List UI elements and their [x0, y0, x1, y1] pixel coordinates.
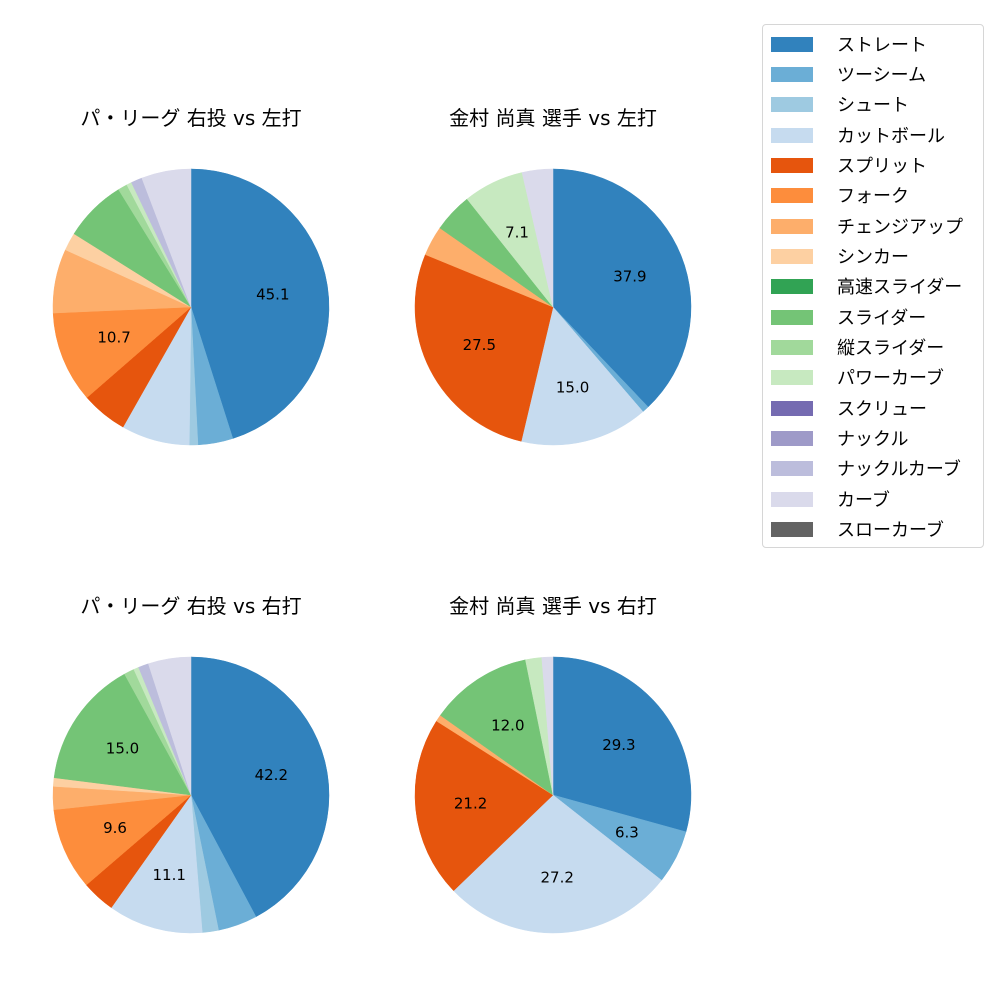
- legend-item: ナックルカーブ: [771, 453, 961, 483]
- pie-slice: [440, 659, 554, 796]
- chart-title-kanemura-vs-lhb: 金村 尚真 選手 vs 左打: [449, 106, 657, 130]
- legend-item: ナックル: [771, 423, 908, 453]
- legend-label: カーブ: [837, 490, 890, 511]
- slice-value-label: 27.2: [540, 869, 573, 887]
- pie-slice: [552, 168, 692, 408]
- legend-label: スプリット: [837, 156, 927, 177]
- legend-label: シュート: [837, 95, 909, 116]
- pie-slice: [141, 168, 192, 308]
- slice-value-label: 45.1: [256, 285, 289, 303]
- legend-label: 高速スライダー: [837, 277, 963, 298]
- pie-chart-pl-rhp-vs-lhb: 45.1 10.7: [52, 168, 330, 446]
- legend-item: スクリュー: [771, 393, 927, 423]
- legend-swatch: [771, 521, 813, 537]
- pie-chart-pl-rhp-vs-rhb: 42.2 11.1 9.6 15.0: [52, 656, 330, 934]
- legend-label: フォーク: [837, 186, 909, 207]
- legend-swatch: [771, 309, 813, 325]
- slice-value-label: 15.0: [106, 740, 139, 758]
- legend-label: スライダー: [837, 308, 927, 329]
- pie-slice: [414, 720, 554, 892]
- pie-slice: [520, 306, 644, 446]
- legend: ストレート ツーシーム シュート カットボール スプリット フォーク チェンジア…: [762, 24, 984, 548]
- pie-chart-kanemura-vs-rhb: 29.3 6.3 27.2 21.2 12.0: [414, 656, 692, 934]
- pie-slice: [521, 168, 554, 308]
- chart-title-pl-rhp-vs-lhb: パ・リーグ 右投 vs 左打: [80, 106, 302, 130]
- legend-swatch: [771, 218, 813, 234]
- legend-swatch: [771, 66, 813, 82]
- pie-slice: [552, 656, 692, 833]
- legend-item: スライダー: [771, 302, 926, 332]
- pie-slice: [52, 306, 192, 398]
- slice-value-label: 37.9: [613, 267, 646, 285]
- legend-item: 高速スライダー: [771, 271, 962, 301]
- legend-item: パワーカーブ: [771, 362, 944, 392]
- legend-item: スプリット: [771, 150, 927, 180]
- slice-value-label: 7.1: [505, 223, 529, 241]
- slice-value-label: 21.2: [454, 794, 487, 812]
- legend-swatch: [771, 278, 813, 294]
- legend-swatch: [771, 127, 813, 143]
- legend-label: ツーシーム: [837, 65, 927, 86]
- legend-label: ストレート: [837, 35, 927, 56]
- pie-slice: [110, 794, 203, 934]
- legend-label: パワーカーブ: [837, 368, 944, 389]
- legend-item: シュート: [771, 89, 909, 119]
- slice-value-label: 9.6: [103, 819, 127, 837]
- legend-item: 縦スライダー: [771, 332, 944, 362]
- chart-title-pl-rhp-vs-rhb: パ・リーグ 右投 vs 右打: [80, 594, 302, 618]
- legend-swatch: [771, 491, 813, 507]
- chart-title-kanemura-vs-rhb: 金村 尚真 選手 vs 右打: [449, 594, 657, 618]
- legend-swatch: [771, 339, 813, 355]
- pie-slice: [53, 673, 192, 796]
- legend-swatch: [771, 460, 813, 476]
- slice-value-label: 12.0: [491, 717, 524, 735]
- legend-label: チェンジアップ: [837, 217, 963, 238]
- legend-label: ナックルカーブ: [837, 459, 961, 480]
- pie-slice: [53, 794, 192, 886]
- slice-value-label: 11.1: [152, 866, 185, 884]
- legend-item: カットボール: [771, 120, 945, 150]
- legend-swatch: [771, 430, 813, 446]
- legend-item: カーブ: [771, 484, 890, 514]
- legend-swatch: [771, 36, 813, 52]
- pie-slice: [541, 656, 554, 796]
- legend-label: 縦スライダー: [837, 338, 945, 359]
- legend-swatch: [771, 187, 813, 203]
- legend-swatch: [771, 96, 813, 112]
- pie-chart-kanemura-vs-lhb: 37.9 15.0 27.5 7.1: [414, 168, 692, 446]
- slice-value-label: 15.0: [556, 379, 589, 397]
- legend-label: スクリュー: [837, 399, 927, 420]
- legend-item: フォーク: [771, 180, 909, 210]
- slice-value-label: 42.2: [255, 766, 288, 784]
- legend-swatch: [771, 369, 813, 385]
- pie-slice: [190, 656, 330, 918]
- pie-slice: [148, 656, 192, 796]
- legend-item: チェンジアップ: [771, 211, 963, 241]
- slice-value-label: 27.5: [463, 336, 496, 354]
- legend-label: スローカーブ: [837, 520, 944, 541]
- legend-item: スローカーブ: [771, 514, 944, 544]
- legend-swatch: [771, 248, 813, 264]
- slice-value-label: 29.3: [602, 736, 635, 754]
- pie-slice: [414, 254, 554, 442]
- legend-label: ナックル: [837, 429, 909, 450]
- legend-swatch: [771, 157, 813, 173]
- pie-slice: [453, 794, 662, 934]
- slice-value-label: 6.3: [615, 823, 639, 841]
- pie-slice: [190, 168, 330, 439]
- legend-item: ストレート: [771, 29, 927, 59]
- legend-label: カットボール: [837, 126, 945, 147]
- legend-item: ツーシーム: [771, 59, 926, 89]
- legend-item: シンカー: [771, 241, 909, 271]
- legend-swatch: [771, 400, 813, 416]
- legend-label: シンカー: [837, 247, 909, 268]
- slice-value-label: 10.7: [97, 329, 130, 347]
